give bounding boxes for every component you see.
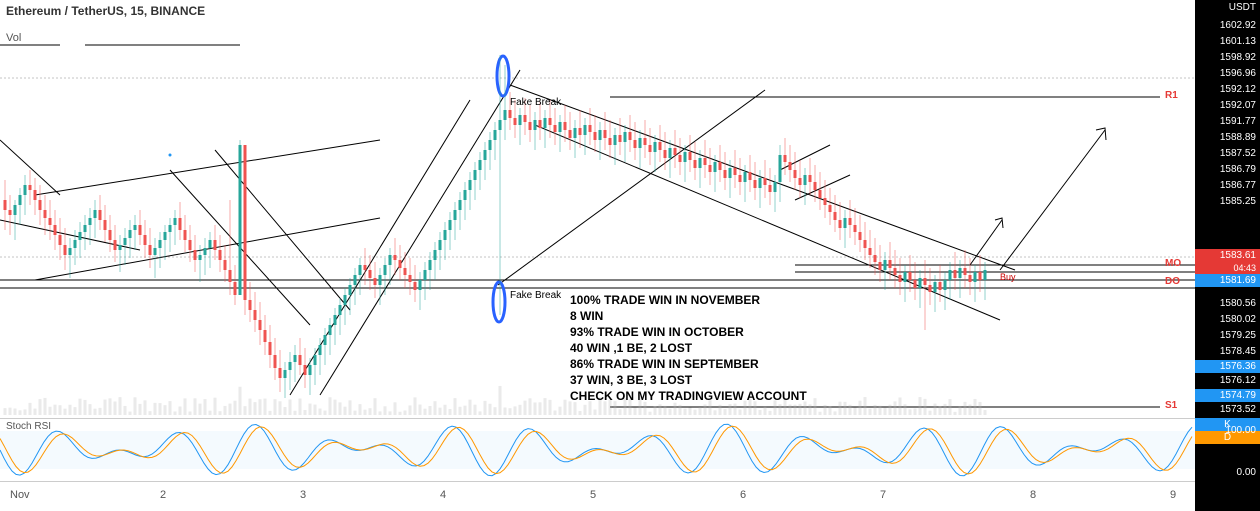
ask-price: 1581.69 <box>1195 274 1260 287</box>
trade-stats-text: 100% TRADE WIN IN NOVEMBER 8 WIN 93% TRA… <box>570 292 807 404</box>
stats-line: 93% TRADE WIN IN OCTOBER <box>570 324 807 340</box>
price-label: 1588.89 <box>1195 130 1260 146</box>
time-label: 3 <box>300 489 306 501</box>
pivot-mo: MO <box>1165 258 1181 269</box>
price-label: 1580.56 <box>1195 296 1260 312</box>
stats-line: CHECK ON MY TRADINGVIEW ACCOUNT <box>570 388 807 404</box>
time-label: 5 <box>590 489 596 501</box>
volume-bars <box>4 386 987 415</box>
time-label: 2 <box>160 489 166 501</box>
buy-signal-label: Buy <box>1000 272 1016 282</box>
price-label: 1586.79 <box>1195 162 1260 178</box>
pivot-s1: S1 <box>1165 400 1177 411</box>
stats-line: 40 WIN ,1 BE, 2 LOST <box>570 340 807 356</box>
price-label: 1586.77 <box>1195 178 1260 194</box>
chart-container: Ethereum / TetherUS, 15, BINANCE Vol <box>0 0 1195 511</box>
time-axis: Nov 2 3 4 5 6 7 8 9 <box>0 481 1195 511</box>
projection-arrow-large <box>1000 128 1106 270</box>
price-label: 1592.12 <box>1195 82 1260 98</box>
fake-break-marker-top <box>497 56 509 96</box>
price-label: 1585.25 <box>1195 194 1260 210</box>
stoch-rsi-chart <box>0 419 1195 481</box>
stats-line: 37 WIN, 3 BE, 3 LOST <box>570 372 807 388</box>
price-label: 1576.12 <box>1195 373 1260 389</box>
time-label: 8 <box>1030 489 1036 501</box>
price-label: 1579.25 <box>1195 328 1260 344</box>
candlesticks <box>4 55 987 398</box>
stats-line: 8 WIN <box>570 308 807 324</box>
stats-line: 100% TRADE WIN IN NOVEMBER <box>570 292 807 308</box>
price-label: 1580.02 <box>1195 312 1260 328</box>
price-label: 1602.92 <box>1195 18 1260 34</box>
time-label: Nov <box>10 489 30 501</box>
time-label: 9 <box>1170 489 1176 501</box>
price-mark: 1576.36 <box>1195 360 1260 373</box>
price-mark: 1574.79 <box>1195 389 1260 402</box>
time-label: 4 <box>440 489 446 501</box>
price-label: 1591.77 <box>1195 114 1260 130</box>
projection-arrow-small <box>970 218 1003 265</box>
price-axis: USDT 1602.92 1601.13 1598.92 1596.96 159… <box>1195 0 1260 511</box>
fake-break-label-bottom: Fake Break <box>510 290 561 301</box>
marker-dot <box>169 154 172 157</box>
stats-line: 86% TRADE WIN IN SEPTEMBER <box>570 356 807 372</box>
stoch-scale-max: 100.00 <box>1195 423 1260 439</box>
price-label: 1573.52 <box>1195 402 1260 418</box>
pivot-do: DO <box>1165 276 1180 287</box>
price-label: 1592.07 <box>1195 98 1260 114</box>
time-label: 6 <box>740 489 746 501</box>
time-label: 7 <box>880 489 886 501</box>
stoch-scale-min: 0.00 <box>1195 465 1260 481</box>
countdown-timer: 04:43 <box>1195 262 1260 274</box>
price-label: 1598.92 <box>1195 50 1260 66</box>
price-label: 1596.96 <box>1195 66 1260 82</box>
price-label: 1587.52 <box>1195 146 1260 162</box>
fake-break-label-top: Fake Break <box>510 97 561 108</box>
stoch-rsi-panel[interactable]: Stoch RSI <box>0 418 1195 480</box>
price-label: 1601.13 <box>1195 34 1260 50</box>
price-label: 1578.45 <box>1195 344 1260 360</box>
price-axis-header: USDT <box>1195 0 1260 15</box>
current-price: 1583.61 <box>1195 249 1260 262</box>
pivot-r1: R1 <box>1165 90 1178 101</box>
